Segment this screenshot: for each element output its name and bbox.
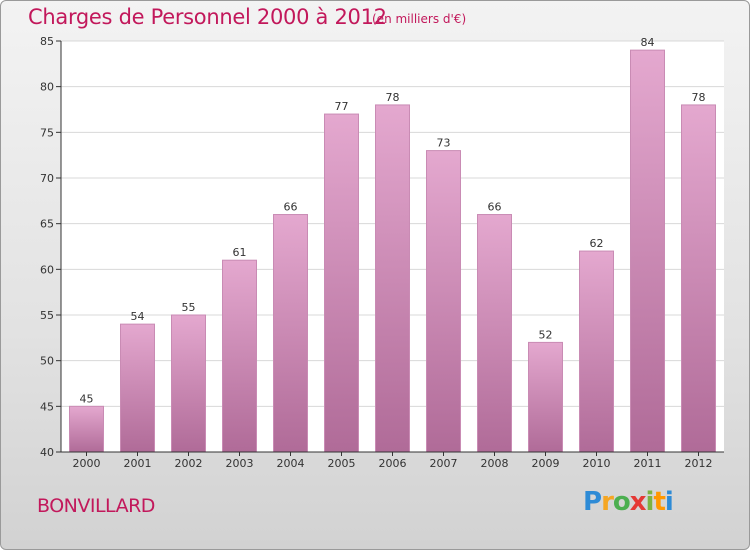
bar	[477, 214, 512, 453]
y-tick-label: 65	[40, 218, 54, 231]
bar-value-label: 84	[641, 36, 655, 49]
bar	[681, 104, 716, 453]
logo-letter: i	[645, 487, 655, 517]
y-tick-label: 60	[40, 263, 54, 276]
bar-value-label: 52	[539, 328, 553, 341]
y-tick-label: 40	[40, 446, 54, 459]
bar-value-label: 66	[488, 201, 502, 214]
x-tick-label: 2000	[73, 457, 101, 470]
bar-value-label: 61	[233, 246, 247, 259]
bar-value-label: 55	[182, 301, 196, 314]
logo-letter: i	[664, 487, 674, 517]
chart-title: Charges de Personnel 2000 à 2012	[28, 5, 387, 29]
bar-value-label: 73	[437, 137, 451, 150]
bar	[273, 214, 308, 453]
x-tick-label: 2004	[277, 457, 305, 470]
bar	[222, 259, 257, 453]
bar	[630, 49, 665, 453]
x-tick-label: 2007	[430, 457, 458, 470]
logo-letter: t	[653, 487, 665, 517]
bar	[426, 150, 461, 453]
x-tick-label: 2012	[685, 457, 713, 470]
x-tick-label: 2010	[583, 457, 611, 470]
x-tick-label: 2008	[481, 457, 509, 470]
x-tick-label: 2009	[532, 457, 560, 470]
bar-value-label: 78	[692, 91, 706, 104]
bar-value-label: 77	[335, 100, 349, 113]
bar	[324, 113, 359, 453]
logo-letter: P	[583, 487, 602, 517]
bar	[375, 104, 410, 453]
x-tick-label: 2006	[379, 457, 407, 470]
bar	[120, 323, 155, 453]
y-tick-label: 45	[40, 400, 54, 413]
x-tick-label: 2005	[328, 457, 356, 470]
y-tick-label: 75	[40, 126, 54, 139]
bar	[69, 405, 104, 453]
commune-name: BONVILLARD	[37, 495, 155, 517]
x-tick-label: 2001	[124, 457, 152, 470]
x-tick-label: 2003	[226, 457, 254, 470]
y-tick-label: 70	[40, 172, 54, 185]
bar	[579, 250, 614, 453]
y-tick-label: 50	[40, 355, 54, 368]
logo-letter: o	[612, 487, 631, 517]
bar-value-label: 66	[284, 201, 298, 214]
bar-value-label: 54	[131, 310, 145, 323]
bar	[171, 314, 206, 453]
bar	[528, 341, 563, 453]
bar-value-label: 62	[590, 237, 604, 250]
bar-value-label: 78	[386, 91, 400, 104]
x-tick-label: 2011	[634, 457, 662, 470]
y-tick-label: 80	[40, 81, 54, 94]
logo-letter: x	[629, 487, 647, 517]
y-tick-label: 55	[40, 309, 54, 322]
logo-letter: r	[601, 487, 614, 517]
chart-unit: (en milliers d'€)	[372, 12, 467, 26]
x-tick-label: 2002	[175, 457, 203, 470]
y-tick-label: 85	[40, 35, 54, 48]
bar-value-label: 45	[80, 392, 94, 405]
proxiti-logo: Proxiti	[583, 487, 674, 517]
